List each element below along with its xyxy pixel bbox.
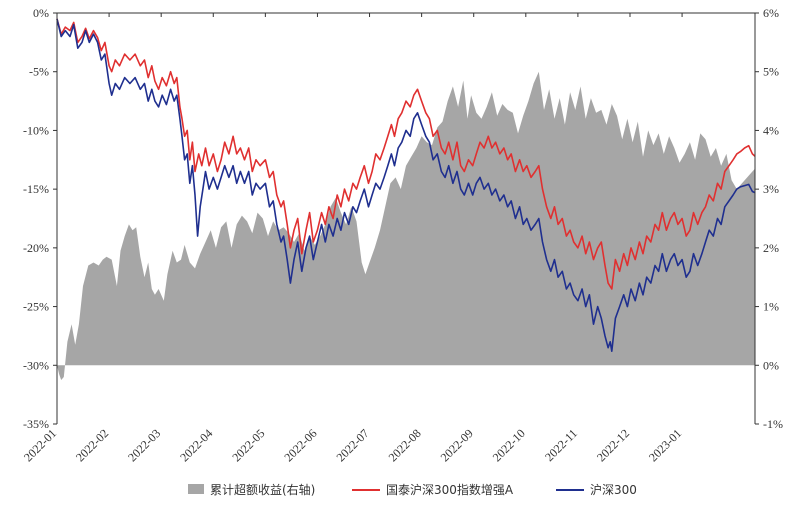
left-tick-label: -15%	[23, 182, 49, 196]
legend-swatch-excess	[188, 484, 204, 494]
right-tick-label: 1%	[763, 300, 779, 314]
x-tick-label: 2022-03	[125, 426, 163, 464]
right-tick-label: 0%	[763, 358, 779, 372]
left-tick-label: 0%	[33, 6, 49, 20]
x-tick-label: 2022-04	[177, 426, 215, 464]
right-tick-label: -1%	[763, 417, 783, 431]
left-tick-label: -5%	[29, 65, 49, 79]
right-tick-label: 6%	[763, 6, 779, 20]
x-tick-label: 2022-09	[438, 426, 476, 464]
x-tick-label: 2022-05	[229, 426, 267, 464]
x-tick-label: 2022-01	[21, 426, 59, 464]
series-index-line	[56, 18, 756, 352]
excess-area-layer	[57, 71, 755, 380]
x-tick-label: 2022-07	[333, 426, 371, 464]
axes-layer	[56, 12, 756, 424]
left-tick-label: -35%	[23, 417, 49, 431]
x-tick-label: 2022-10	[490, 426, 528, 464]
x-tick-label: 2023-01	[646, 426, 684, 464]
right-axis-ticks: 6% 5% 4% 3% 2% 1% 0% -1%	[755, 6, 783, 431]
x-tick-label: 2022-11	[542, 426, 580, 464]
left-tick-label: -10%	[23, 123, 49, 137]
right-tick-label: 5%	[763, 65, 779, 79]
legend: 累计超额收益(右轴) 国泰沪深300指数增强A 沪深300	[188, 482, 637, 497]
left-tick-label: -25%	[23, 300, 49, 314]
left-axis-ticks: 0% -5% -10% -15% -20% -25% -30% -35%	[23, 6, 57, 431]
series-fund-line	[56, 18, 756, 290]
legend-label-fund: 国泰沪深300指数增强A	[386, 482, 514, 497]
right-tick-label: 4%	[763, 123, 779, 137]
legend-label-excess: 累计超额收益(右轴)	[210, 482, 315, 497]
lines-layer	[56, 18, 756, 352]
x-tick-label: 2022-08	[386, 426, 424, 464]
legend-label-index: 沪深300	[590, 483, 637, 497]
left-tick-label: -30%	[23, 358, 49, 372]
x-tick-label: 2022-06	[281, 426, 319, 464]
x-tick-label: 2022-12	[594, 426, 632, 464]
series-excess-area	[57, 71, 755, 380]
right-tick-label: 3%	[763, 182, 779, 196]
left-tick-label: -20%	[23, 241, 49, 255]
x-tick-label: 2022-02	[73, 426, 111, 464]
right-tick-label: 2%	[763, 241, 779, 255]
